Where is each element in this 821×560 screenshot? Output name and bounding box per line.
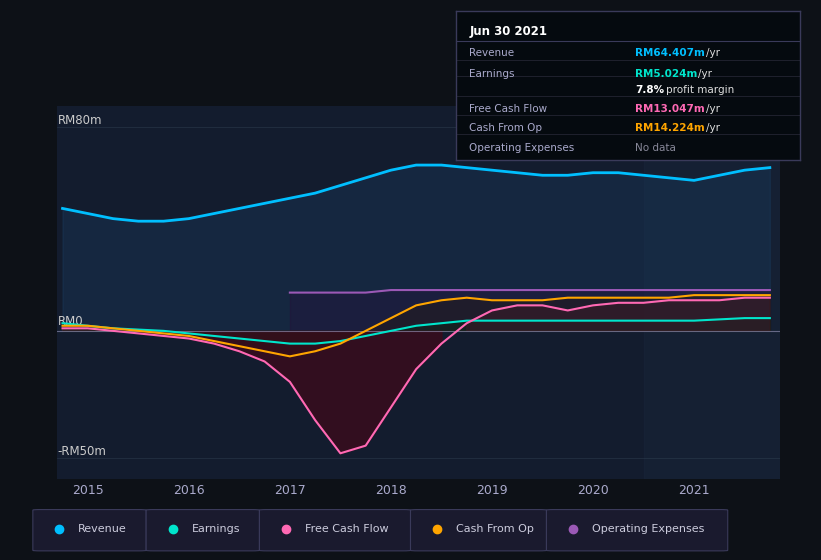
Text: Revenue: Revenue <box>78 524 127 534</box>
FancyBboxPatch shape <box>259 510 410 551</box>
Text: 7.8%: 7.8% <box>635 85 664 95</box>
Text: Operating Expenses: Operating Expenses <box>470 143 575 153</box>
FancyBboxPatch shape <box>33 510 146 551</box>
Text: No data: No data <box>635 143 676 153</box>
Text: Cash From Op: Cash From Op <box>456 524 534 534</box>
Text: RM13.047m: RM13.047m <box>635 104 704 114</box>
FancyBboxPatch shape <box>410 510 547 551</box>
Text: RM5.024m: RM5.024m <box>635 68 697 78</box>
Text: RM80m: RM80m <box>57 114 102 127</box>
Text: RM64.407m: RM64.407m <box>635 48 705 58</box>
Text: Earnings: Earnings <box>191 524 240 534</box>
Text: /yr: /yr <box>706 48 720 58</box>
Text: Free Cash Flow: Free Cash Flow <box>305 524 388 534</box>
Text: Revenue: Revenue <box>470 48 515 58</box>
FancyBboxPatch shape <box>146 510 259 551</box>
FancyBboxPatch shape <box>547 510 727 551</box>
Text: /yr: /yr <box>706 104 720 114</box>
Text: /yr: /yr <box>698 68 712 78</box>
Text: profit margin: profit margin <box>667 85 735 95</box>
Bar <box>644 106 780 479</box>
Text: RM0: RM0 <box>57 315 83 328</box>
Text: Jun 30 2021: Jun 30 2021 <box>470 25 548 38</box>
Text: RM14.224m: RM14.224m <box>635 123 704 133</box>
Text: Cash From Op: Cash From Op <box>470 123 543 133</box>
Text: -RM50m: -RM50m <box>57 445 107 459</box>
Text: Free Cash Flow: Free Cash Flow <box>470 104 548 114</box>
Text: Earnings: Earnings <box>470 68 515 78</box>
Text: Operating Expenses: Operating Expenses <box>592 524 704 534</box>
Text: /yr: /yr <box>706 123 720 133</box>
